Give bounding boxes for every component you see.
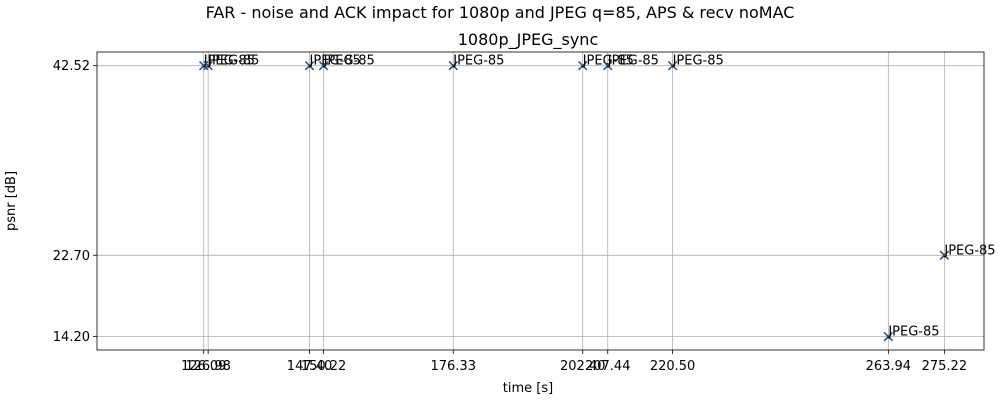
data-point-marker-stroke <box>883 331 894 342</box>
x-axis-label: time [s] <box>503 381 553 396</box>
grid-layer <box>97 52 984 350</box>
data-point-label: JPEG-85 <box>672 54 724 69</box>
data-point-marker-stroke <box>577 60 588 71</box>
data-point-label: JPEG-85 <box>607 54 659 69</box>
data-point-marker-stroke <box>448 60 458 71</box>
data-point-label: JPEG-85 <box>309 54 361 69</box>
data-point-label: JPEG-85 <box>582 54 634 69</box>
data-point-marker-stroke <box>667 60 678 71</box>
data-point: JPEG-85 <box>448 54 504 71</box>
data-point: JPEG-85 <box>577 54 634 71</box>
data-point: JPEG-85 <box>667 54 724 71</box>
x-tick-label: 263.94 <box>866 359 912 374</box>
data-point-label: JPEG-85 <box>887 325 939 340</box>
x-tick-label: 147.40 <box>287 359 333 374</box>
data-point-marker-stroke <box>203 60 213 71</box>
x-tick-label: 220.50 <box>650 359 696 374</box>
data-point: JPEG-85 <box>939 243 996 261</box>
x-tick-label: 207.44 <box>585 359 631 374</box>
data-point: JPEG-85 <box>603 54 659 71</box>
data-point-label: JPEG-85 <box>203 54 255 69</box>
data-point-marker-stroke <box>603 60 613 71</box>
y-tick-label: 42.52 <box>53 59 90 74</box>
data-point: JPEG-85 <box>318 54 375 71</box>
data-point-label: JPEG-85 <box>452 54 504 69</box>
plot-frame <box>96 51 985 351</box>
x-tick-label: 202.40 <box>560 359 606 374</box>
data-point-marker-stroke <box>304 60 315 71</box>
y-tick-label: 22.70 <box>53 249 90 264</box>
x-tick-label: 150.22 <box>301 359 347 374</box>
data-point-label: JPEG-85 <box>323 54 375 69</box>
data-point: JPEG-85 <box>198 54 255 71</box>
y-tick-label: 14.20 <box>53 330 90 345</box>
x-tick-label: 126.09 <box>181 359 227 374</box>
chart-suptitle: FAR - noise and ACK impact for 1080p and… <box>206 3 795 22</box>
x-tick-label: 176.33 <box>430 359 476 374</box>
x-tick-label: 275.22 <box>922 359 968 374</box>
data-point-label: JPEG-85 <box>943 243 995 258</box>
y-axis-label: psnr [dB] <box>4 171 19 231</box>
data-point: JPEG-85 <box>883 325 940 342</box>
data-point: JPEG-85 <box>203 54 259 71</box>
data-point-marker-stroke <box>939 250 950 261</box>
data-point-label: JPEG-85 <box>207 54 259 69</box>
data-point: JPEG-85 <box>304 54 361 71</box>
data-point-marker-stroke <box>198 60 209 71</box>
x-tick-label: 126.98 <box>185 359 231 374</box>
data-point-marker-stroke <box>318 60 329 71</box>
chart-title: 1080p_JPEG_sync <box>458 30 599 50</box>
